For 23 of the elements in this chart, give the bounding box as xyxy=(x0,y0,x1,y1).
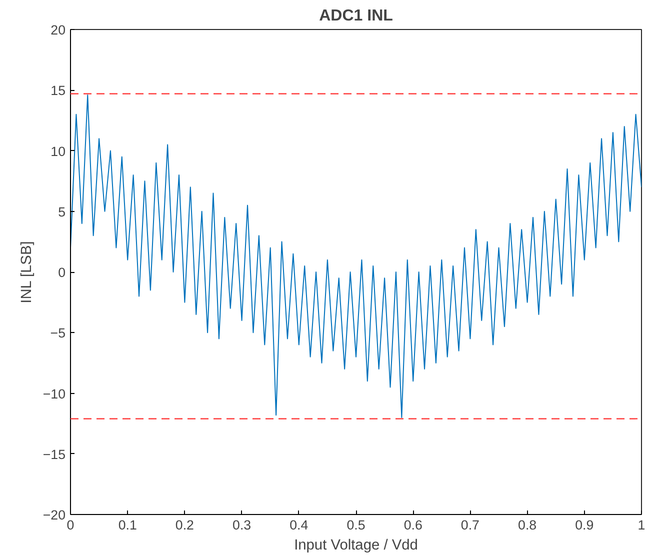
x-tick-label: 0.1 xyxy=(118,518,137,532)
x-tick-label: 0.6 xyxy=(404,518,422,532)
y-tick-label: −5 xyxy=(50,326,66,341)
x-tick-label: 1 xyxy=(638,518,646,532)
y-axis-title: INL [LSB] xyxy=(18,241,35,304)
x-tick-label: 0.4 xyxy=(290,518,309,532)
x-axis-title: Input Voltage / Vdd xyxy=(294,538,418,554)
x-tick-label: 0.8 xyxy=(518,518,537,532)
y-tick-label: −10 xyxy=(42,386,66,402)
y-tick-label: −20 xyxy=(42,508,66,522)
x-tick-label: 0.5 xyxy=(346,518,366,532)
x-tick-label: 0.9 xyxy=(575,518,594,532)
x-tick-label: 0.3 xyxy=(232,518,252,532)
y-tick-label: 20 xyxy=(50,22,66,38)
y-tick-label: −15 xyxy=(42,446,66,462)
y-tick-label: 0 xyxy=(58,265,66,280)
x-tick-label: 0.2 xyxy=(175,518,194,532)
y-tick-label: 15 xyxy=(50,83,66,98)
line-series xyxy=(70,94,642,418)
chart-title: ADC1 INL xyxy=(319,8,394,24)
y-tick-label: 5 xyxy=(58,204,66,220)
x-tick-label: 0.7 xyxy=(460,518,480,532)
y-tick-label: 10 xyxy=(50,144,66,159)
